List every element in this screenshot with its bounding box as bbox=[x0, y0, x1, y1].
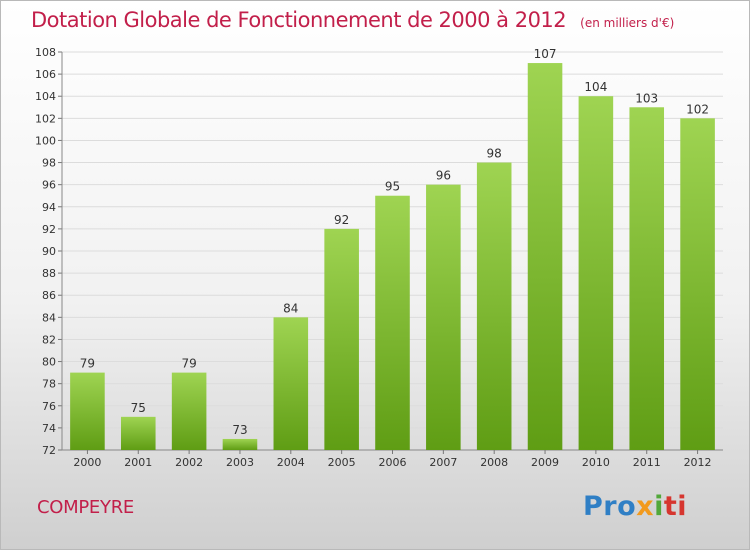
x-tick-label-2009: 2009 bbox=[531, 456, 559, 469]
commune-name: COMPEYRE bbox=[37, 497, 134, 518]
logo-part-4: ti bbox=[663, 491, 688, 522]
bar-2012 bbox=[680, 118, 715, 450]
y-tick-label: 72 bbox=[42, 444, 56, 457]
y-tick-label: 82 bbox=[42, 333, 56, 346]
y-tick-label: 102 bbox=[35, 112, 56, 125]
value-label-2011: 103 bbox=[635, 91, 658, 105]
logo-part-3: i bbox=[654, 491, 664, 522]
y-tick-label: 108 bbox=[35, 46, 56, 59]
y-tick-label: 80 bbox=[42, 356, 56, 369]
labels: 72 74 76 78 80 82 84 86 88 90 92 94 96 98 100 102 104 106… bbox=[35, 46, 712, 469]
bars bbox=[70, 63, 715, 451]
x-tick-label-2008: 2008 bbox=[480, 456, 508, 469]
y-tick-label: 78 bbox=[42, 378, 56, 391]
bar-2002 bbox=[171, 372, 207, 450]
value-label-2008: 98 bbox=[487, 147, 502, 161]
x-tick-label-2007: 2007 bbox=[429, 456, 457, 469]
value-label-2005: 92 bbox=[334, 213, 349, 227]
y-tick-label: 96 bbox=[42, 179, 56, 192]
bar-2011 bbox=[629, 107, 665, 451]
x-tick-label-2004: 2004 bbox=[277, 456, 305, 469]
value-label-2002: 79 bbox=[181, 357, 196, 371]
y-tick-label: 100 bbox=[35, 134, 56, 147]
bar-2008 bbox=[476, 162, 512, 451]
bar-2000 bbox=[70, 372, 105, 450]
value-label-2012: 102 bbox=[686, 102, 709, 116]
bar-2009 bbox=[527, 63, 563, 451]
y-tick-label: 92 bbox=[42, 223, 56, 236]
x-tick-label-2003: 2003 bbox=[226, 456, 254, 469]
y-tick-label: 86 bbox=[42, 289, 56, 302]
x-tick-label-2005: 2005 bbox=[328, 456, 356, 469]
value-label-2004: 84 bbox=[283, 301, 298, 315]
logo-part-1: Pro bbox=[583, 491, 637, 522]
unit-label: (en milliers d'€) bbox=[580, 16, 675, 30]
proxiti-logo: Proxiti bbox=[583, 491, 687, 522]
bar-2006 bbox=[375, 195, 410, 450]
title-text: Dotation Globale de Fonctionnement de 20… bbox=[31, 8, 567, 32]
value-label-2006: 95 bbox=[385, 180, 400, 194]
y-tick-label: 94 bbox=[42, 201, 56, 214]
y-tick-label: 88 bbox=[42, 267, 56, 280]
x-tick-label-2001: 2001 bbox=[124, 456, 152, 469]
bar-2005 bbox=[324, 228, 359, 450]
value-label-2001: 75 bbox=[131, 401, 146, 415]
bar-2007 bbox=[426, 184, 461, 450]
logo-part-2: x bbox=[636, 491, 655, 522]
x-tick-label-2000: 2000 bbox=[73, 456, 101, 469]
value-label-2010: 104 bbox=[584, 80, 607, 94]
y-tick-label: 98 bbox=[42, 157, 56, 170]
value-label-2007: 96 bbox=[436, 169, 451, 183]
y-tick-label: 76 bbox=[42, 400, 56, 413]
bar-2004 bbox=[273, 317, 309, 450]
y-tick-label: 74 bbox=[42, 422, 56, 435]
bar-2001 bbox=[120, 416, 156, 450]
x-tick-label-2010: 2010 bbox=[582, 456, 610, 469]
bar-2003 bbox=[222, 438, 258, 450]
y-tick-label: 104 bbox=[35, 90, 56, 103]
x-tick-label-2006: 2006 bbox=[379, 456, 407, 469]
value-label-2000: 79 bbox=[80, 357, 95, 371]
value-label-2003: 73 bbox=[232, 423, 247, 437]
y-tick-label: 90 bbox=[42, 245, 56, 258]
y-tick-label: 106 bbox=[35, 68, 56, 81]
x-tick-label-2002: 2002 bbox=[175, 456, 203, 469]
bar-2010 bbox=[578, 96, 614, 450]
chart-title: Dotation Globale de Fonctionnement de 20… bbox=[31, 8, 674, 32]
value-label-2009: 107 bbox=[534, 47, 557, 61]
x-tick-label-2011: 2011 bbox=[633, 456, 661, 469]
y-tick-label: 84 bbox=[42, 311, 56, 324]
x-tick-label-2012: 2012 bbox=[684, 456, 712, 469]
